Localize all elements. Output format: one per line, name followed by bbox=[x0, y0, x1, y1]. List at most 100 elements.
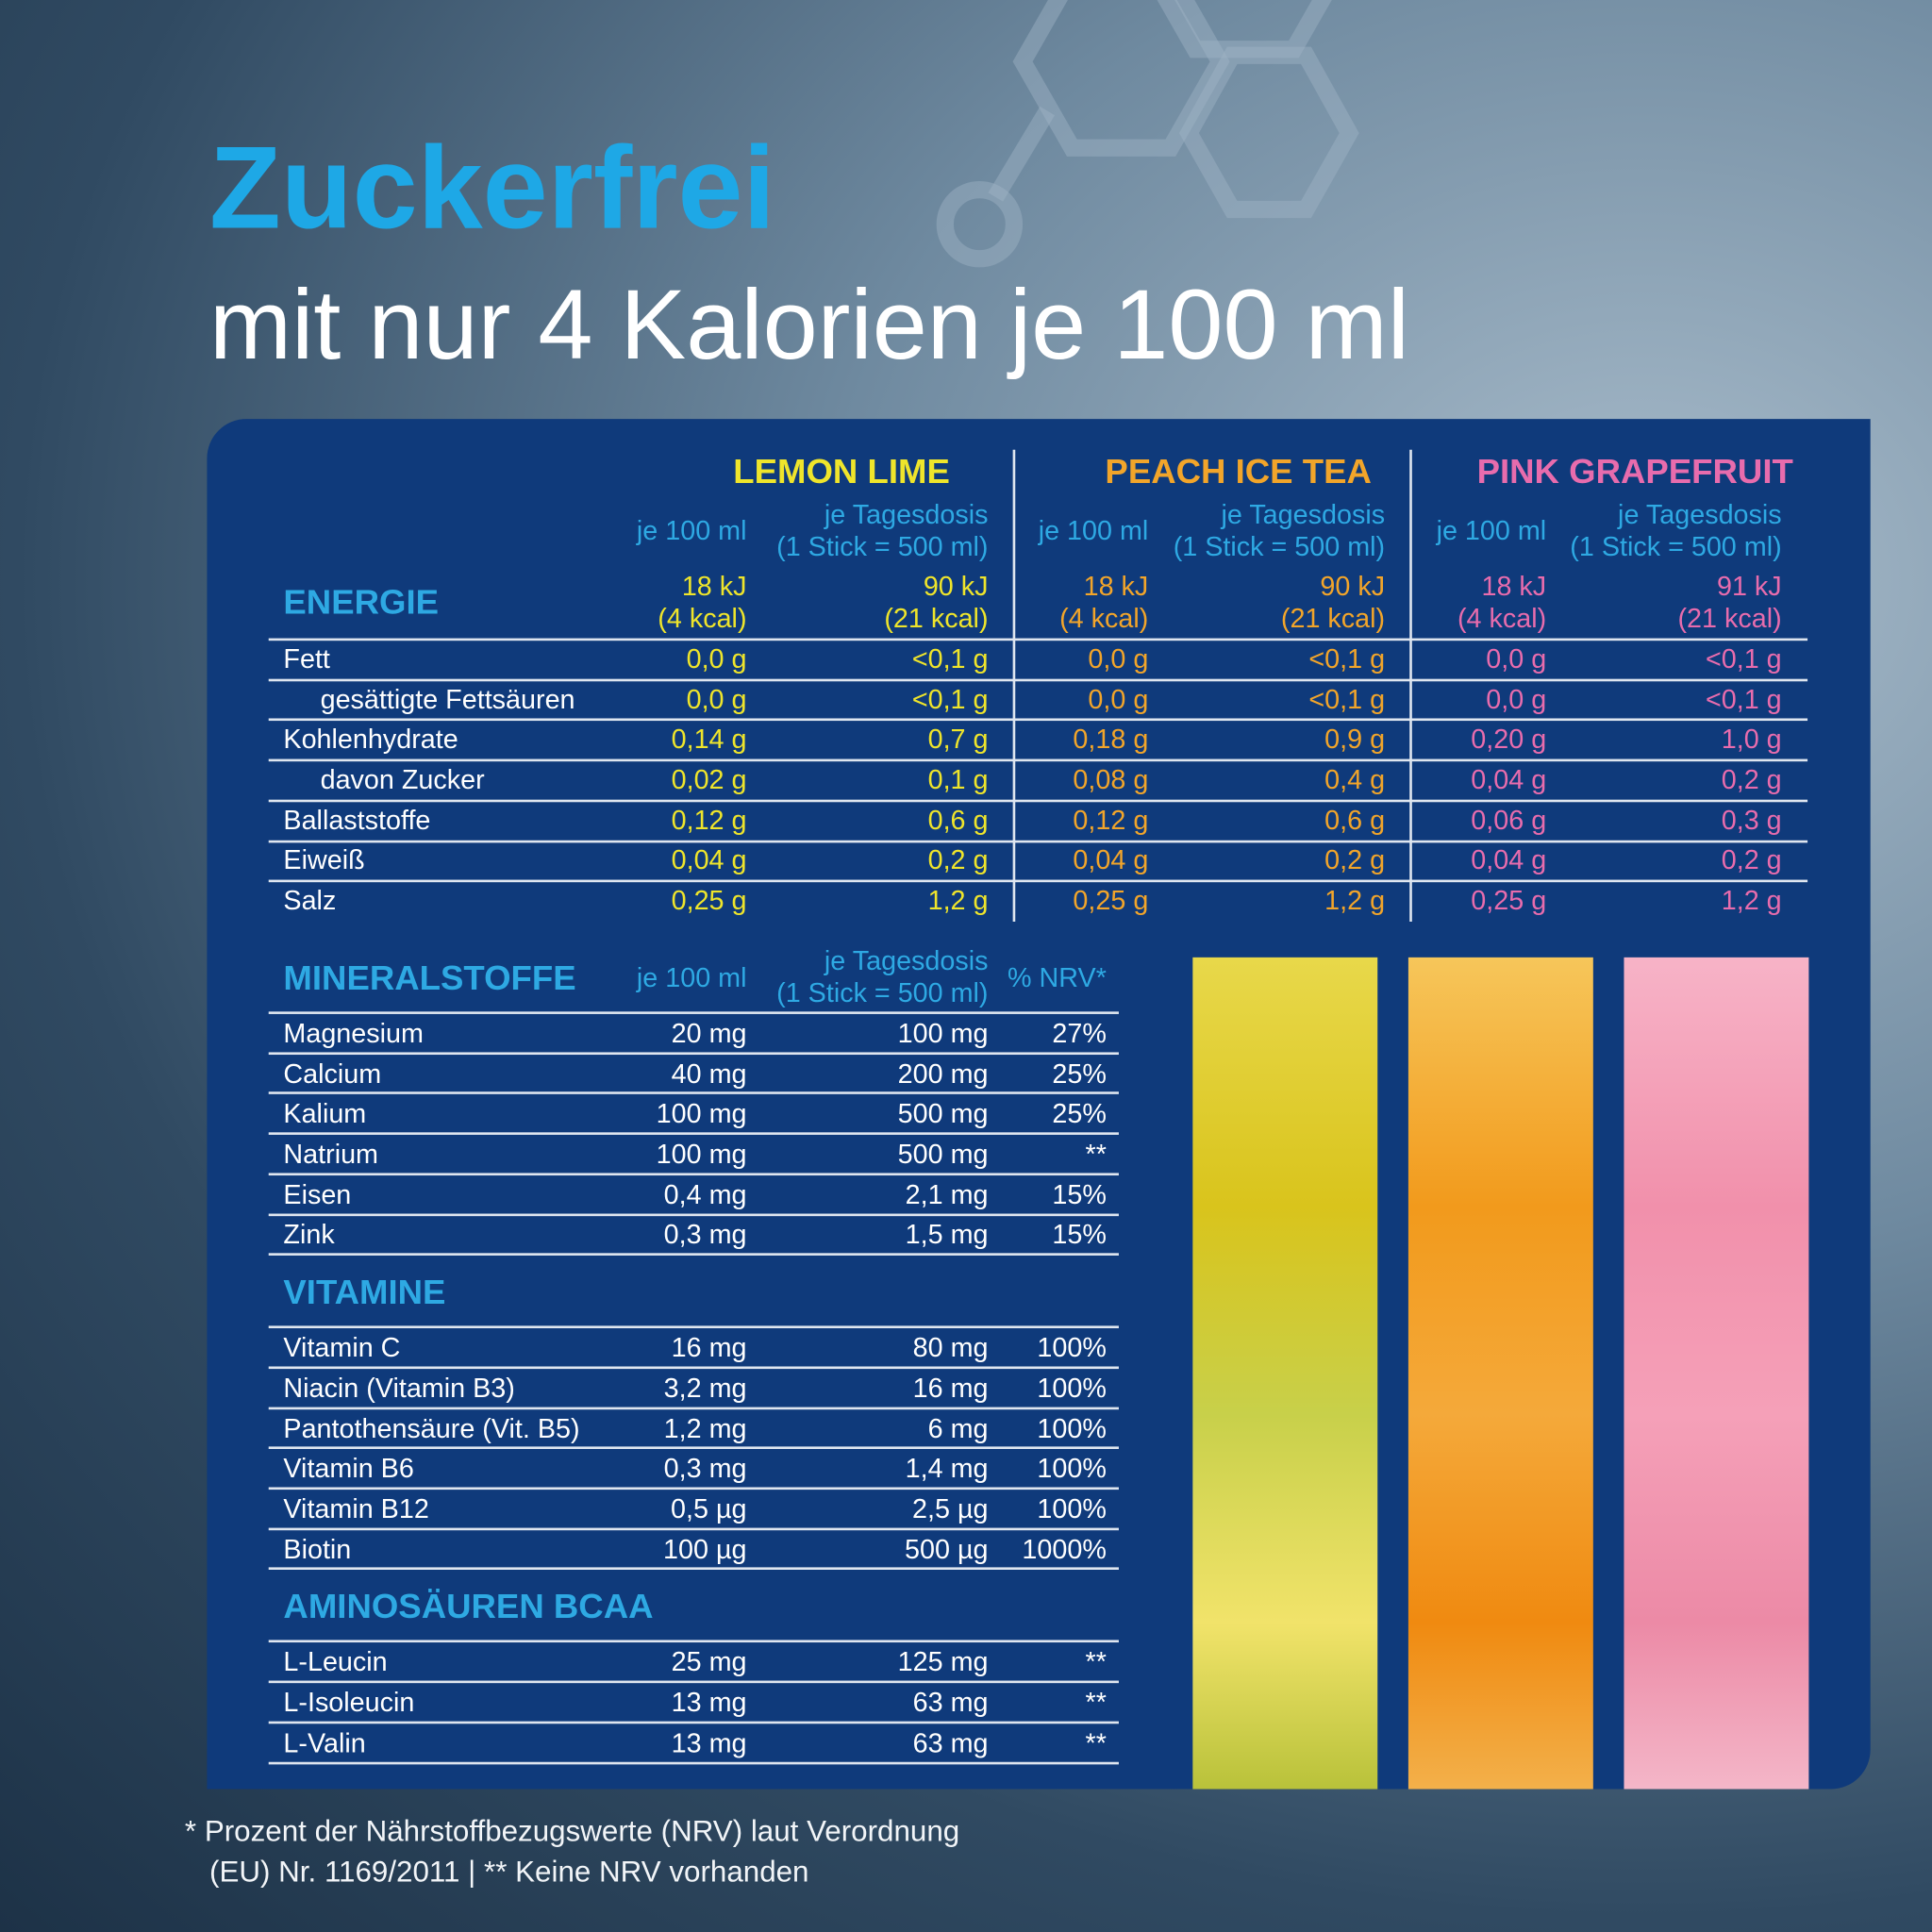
rule-line bbox=[268, 638, 1808, 641]
row-value: 100 mg bbox=[897, 1017, 989, 1049]
rule-line bbox=[268, 1212, 1119, 1216]
row-value: 0,9 g bbox=[1324, 724, 1386, 755]
row-label: Pantothensäure (Vit. B5) bbox=[283, 1412, 580, 1444]
row-value: 100% bbox=[1037, 1332, 1107, 1363]
column-header: (1 Stick = 500 ml) bbox=[1570, 530, 1782, 562]
row-value: 500 mg bbox=[897, 1098, 989, 1129]
product-name: PEACH ICE TEA bbox=[1105, 451, 1372, 491]
row-label: Biotin bbox=[283, 1533, 352, 1565]
grapefruit-image bbox=[1624, 957, 1809, 1790]
rule-line bbox=[268, 799, 1808, 803]
product-name: PINK GRAPEFRUIT bbox=[1476, 451, 1793, 491]
row-value: 100 µg bbox=[663, 1533, 747, 1565]
row-value: 200 mg bbox=[897, 1058, 989, 1090]
row-value: 0,2 g bbox=[1721, 844, 1782, 875]
row-value: 20 mg bbox=[671, 1017, 747, 1049]
row-value: 40 mg bbox=[671, 1058, 747, 1090]
rule-line bbox=[268, 1253, 1119, 1257]
row-value: 0,2 g bbox=[1721, 763, 1782, 795]
title: Zuckerfrei bbox=[209, 123, 776, 254]
row-value: 100 mg bbox=[656, 1098, 747, 1129]
column-header: je 100 ml bbox=[636, 514, 747, 546]
row-value: ** bbox=[1085, 1687, 1107, 1718]
row-value: 0,2 g bbox=[927, 844, 989, 875]
row-value: 100% bbox=[1037, 1372, 1107, 1404]
row-value: 0,5 µg bbox=[671, 1492, 747, 1524]
row-value: 6 mg bbox=[927, 1412, 989, 1444]
row-value: 125 mg bbox=[897, 1646, 989, 1678]
row-label: L-Isoleucin bbox=[283, 1687, 415, 1718]
column-header: je Tagesdosis bbox=[824, 944, 989, 976]
row-value: 1000% bbox=[1022, 1533, 1107, 1565]
row-label: Vitamin C bbox=[283, 1332, 401, 1363]
row-value: ** bbox=[1085, 1726, 1107, 1758]
section-title: ENERGIE bbox=[283, 582, 440, 621]
row-value: 0,3 mg bbox=[663, 1453, 747, 1484]
rule-line bbox=[268, 1011, 1119, 1014]
energy-value: (21 kcal) bbox=[1280, 602, 1386, 634]
energy-value: (4 kcal) bbox=[1457, 602, 1547, 634]
column-header: (1 Stick = 500 ml) bbox=[776, 530, 989, 562]
column-header: je 100 ml bbox=[1436, 514, 1547, 546]
row-label: Kalium bbox=[283, 1098, 367, 1129]
hexagon-decoration bbox=[936, 0, 1359, 268]
row-value: 100% bbox=[1037, 1492, 1107, 1524]
energy-value: (4 kcal) bbox=[658, 602, 747, 634]
row-value: 80 mg bbox=[912, 1332, 989, 1363]
row-value: <0,1 g bbox=[1308, 642, 1386, 675]
rule-line bbox=[268, 1325, 1119, 1329]
column-header: (1 Stick = 500 ml) bbox=[776, 976, 989, 1008]
row-label: Zink bbox=[283, 1219, 335, 1250]
row-value: <0,1 g bbox=[1705, 642, 1782, 675]
row-value: 0,04 g bbox=[1073, 844, 1149, 875]
row-value: 27% bbox=[1052, 1017, 1107, 1049]
rule-line bbox=[268, 1680, 1119, 1684]
row-value: <0,1 g bbox=[1705, 683, 1782, 715]
rule-line bbox=[268, 1407, 1119, 1409]
row-value: 0,12 g bbox=[671, 804, 747, 836]
rule-line bbox=[268, 1761, 1119, 1764]
row-value: 13 mg bbox=[671, 1687, 747, 1718]
row-value: 1,2 g bbox=[1721, 884, 1782, 916]
row-value: ** bbox=[1085, 1646, 1107, 1678]
row-value: 100 mg bbox=[656, 1138, 747, 1170]
row-value: 15% bbox=[1052, 1178, 1107, 1210]
section-title: VITAMINE bbox=[283, 1272, 446, 1311]
row-label: Vitamin B6 bbox=[283, 1453, 414, 1484]
rule-line bbox=[268, 1052, 1119, 1055]
row-value: ** bbox=[1085, 1138, 1107, 1170]
energy-value: (4 kcal) bbox=[1059, 602, 1149, 634]
row-label: L-Leucin bbox=[283, 1646, 388, 1678]
row-value: 63 mg bbox=[912, 1726, 989, 1758]
rule-line bbox=[268, 1527, 1119, 1530]
row-value: 0,04 g bbox=[671, 844, 747, 875]
column-header: je Tagesdosis bbox=[1221, 498, 1386, 530]
row-value: 0,20 g bbox=[1471, 724, 1547, 755]
row-value: 0,25 g bbox=[1471, 884, 1547, 916]
row-value: <0,1 g bbox=[911, 683, 989, 715]
row-value: 0,6 g bbox=[1324, 804, 1386, 836]
rule-line bbox=[268, 678, 1808, 681]
row-value: 0,3 g bbox=[1721, 804, 1782, 836]
row-value: 0,04 g bbox=[1471, 844, 1547, 875]
row-value: 0,25 g bbox=[671, 884, 747, 916]
row-value: 0,06 g bbox=[1471, 804, 1547, 836]
row-value: 0,14 g bbox=[671, 724, 747, 755]
row-value: 25 mg bbox=[671, 1646, 747, 1678]
row-value: 0,0 g bbox=[1088, 642, 1149, 675]
row-value: 0,02 g bbox=[671, 763, 747, 795]
row-value: 0,4 g bbox=[1324, 763, 1386, 795]
rule-line bbox=[268, 718, 1808, 722]
column-divider bbox=[1012, 449, 1016, 922]
energy-value: 18 kJ bbox=[1083, 570, 1149, 602]
row-label: Vitamin B12 bbox=[283, 1492, 429, 1524]
row-value: 0,0 g bbox=[686, 642, 747, 675]
energy-value: 90 kJ bbox=[1320, 570, 1386, 602]
row-value: <0,1 g bbox=[911, 642, 989, 675]
rule-line bbox=[268, 1091, 1119, 1095]
row-value: 15% bbox=[1052, 1219, 1107, 1250]
row-value: <0,1 g bbox=[1308, 683, 1386, 715]
column-header: je Tagesdosis bbox=[824, 498, 989, 530]
nutrition-panel bbox=[207, 419, 1871, 1790]
row-value: 0,4 mg bbox=[663, 1178, 747, 1210]
